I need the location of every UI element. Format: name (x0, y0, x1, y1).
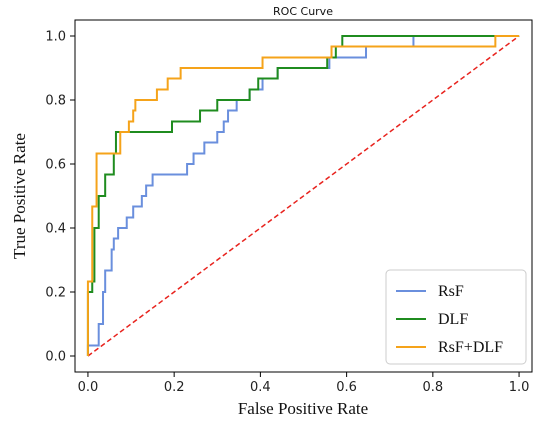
x-tick-label: 0.2 (164, 380, 185, 395)
y-tick-label: 0.6 (45, 158, 66, 173)
x-tick-label: 0.0 (78, 380, 99, 395)
y-axis-title: True Positive Rate (10, 133, 29, 259)
x-tick-label: 0.6 (336, 380, 357, 395)
series-layer (86, 35, 520, 356)
y-tick-label: 0.4 (45, 222, 66, 237)
x-tick-label: 0.4 (250, 380, 271, 395)
legend-label: RsF (438, 283, 464, 300)
legend: RsF DLF RsF+DLF (385, 269, 527, 365)
y-tick-label: 0.2 (45, 286, 66, 301)
y-tick-label: 1.0 (45, 30, 66, 45)
legend-label: DLF (438, 311, 468, 328)
reference-line-layer (87, 35, 520, 357)
y-tick-label: 0.0 (45, 350, 66, 365)
axis-ticks: 0.0 0.2 0.4 0.6 0.8 1.0 0.0 0.2 0.4 0.6 0.8 1.0 (45, 30, 529, 396)
series-line-dlf (86, 35, 520, 356)
x-axis-title: False Positive Rate (238, 399, 368, 418)
legend-box (385, 269, 527, 365)
series-line-rsf-dlf (86, 35, 520, 356)
legend-label: RsF+DLF (438, 339, 503, 356)
chance-diagonal-line (87, 35, 520, 357)
chart-title: ROC Curve (273, 5, 333, 18)
y-tick-label: 0.8 (45, 94, 66, 109)
x-tick-label: 1.0 (509, 380, 530, 395)
x-tick-label: 0.8 (422, 380, 443, 395)
